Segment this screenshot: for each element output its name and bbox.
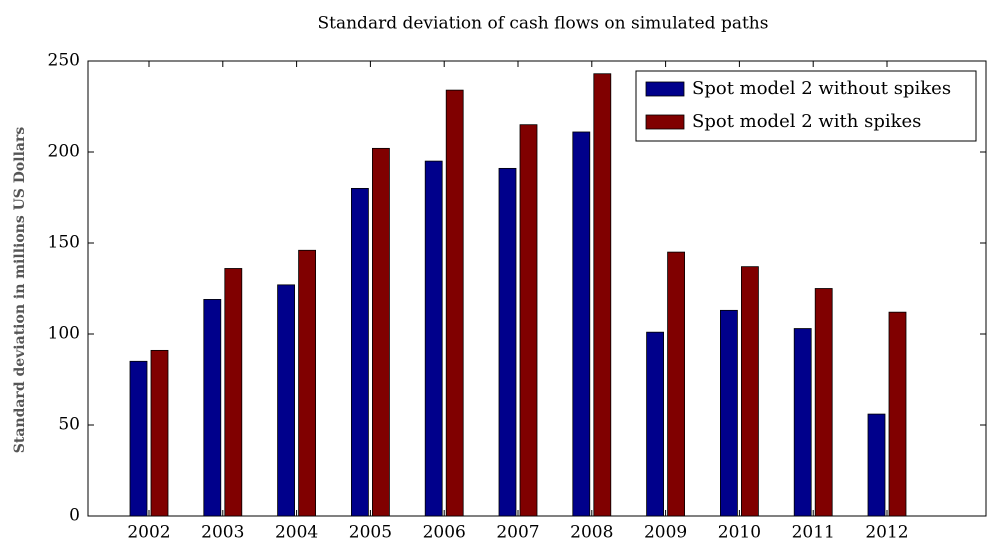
x-tick-label: 2011 xyxy=(792,523,835,543)
bar xyxy=(741,266,759,517)
y-axis-label: Standard deviation in millions US Dollar… xyxy=(12,127,28,454)
bar xyxy=(793,328,812,517)
bar xyxy=(667,251,685,517)
y-tick-label: 250 xyxy=(48,51,80,71)
bar xyxy=(224,268,243,517)
bar xyxy=(720,309,738,517)
bar xyxy=(572,131,591,517)
x-tick-label: 2003 xyxy=(201,523,244,543)
bar xyxy=(203,299,222,517)
bar xyxy=(277,284,296,517)
bar xyxy=(445,89,464,517)
legend-swatch xyxy=(645,81,685,97)
y-tick-label: 100 xyxy=(48,324,80,344)
legend-label: Spot model 2 with spikes xyxy=(692,111,921,132)
x-tick-label: 2010 xyxy=(718,523,761,543)
bar xyxy=(424,160,443,517)
bar xyxy=(371,147,390,517)
x-tick-label: 2007 xyxy=(496,523,539,543)
legend-label: Spot model 2 without spikes xyxy=(692,78,951,99)
y-tick-label: 200 xyxy=(48,142,80,162)
y-tick-label: 50 xyxy=(58,415,80,435)
bar xyxy=(867,413,886,517)
legend-box xyxy=(635,70,977,142)
bar xyxy=(593,73,612,517)
bar xyxy=(298,249,317,517)
bar xyxy=(150,349,169,517)
bar xyxy=(498,167,517,517)
bar xyxy=(519,124,538,517)
chart-title: Standard deviation of cash flows on simu… xyxy=(318,14,769,34)
x-tick-label: 2005 xyxy=(349,523,392,543)
bar xyxy=(129,360,148,517)
x-tick-label: 2008 xyxy=(570,523,613,543)
y-tick-label: 0 xyxy=(69,506,80,526)
bar xyxy=(350,187,369,517)
y-tick-label: 150 xyxy=(48,233,80,253)
legend-swatch xyxy=(645,114,685,130)
bar xyxy=(888,311,907,517)
bar xyxy=(814,288,833,517)
x-tick-label: 2002 xyxy=(127,523,170,543)
bar xyxy=(646,331,664,517)
x-tick-label: 2012 xyxy=(865,523,908,543)
x-tick-label: 2009 xyxy=(644,523,687,543)
x-tick-label: 2006 xyxy=(423,523,466,543)
x-tick-label: 2004 xyxy=(275,523,318,543)
